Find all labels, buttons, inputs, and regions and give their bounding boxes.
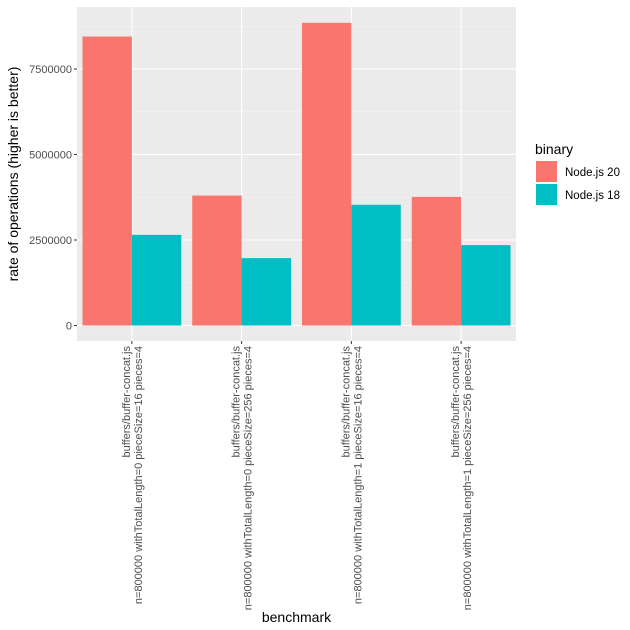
y-tick-label: 0 — [66, 321, 72, 333]
x-tick-label: buffers/buffer-concat.js — [450, 346, 462, 458]
legend-label: Node.js 20 — [565, 167, 620, 179]
y-tick-label: 2500000 — [29, 235, 72, 247]
legend-label: Node.js 18 — [565, 190, 620, 202]
y-tick-label: 5000000 — [29, 150, 72, 162]
bar-node-js-18-2 — [241, 258, 292, 326]
bar-node-js-18-1 — [131, 234, 182, 326]
legend-key — [536, 184, 557, 205]
legend-key — [536, 161, 557, 182]
x-tick-label: n=800000 withTotalLength=0 pieceSize=256… — [243, 346, 255, 610]
bar-node-js-20-3 — [301, 22, 352, 326]
x-axis: buffers/buffer-concat.js n=800000 withTot… — [121, 341, 474, 610]
x-tick-label: buffers/buffer-concat.js — [340, 346, 352, 458]
x-tick-label: n=800000 withTotalLength=1 pieceSize=16 … — [352, 346, 364, 604]
bar-node-js-20-1 — [82, 36, 132, 326]
x-tick-label: buffers/buffer-concat.js — [121, 346, 133, 458]
y-tick-label: 7500000 — [29, 64, 72, 76]
bar-node-js-20-2 — [192, 195, 242, 326]
bar-node-js-18-3 — [351, 204, 401, 326]
x-tick-label: n=800000 withTotalLength=1 pieceSize=256… — [462, 346, 474, 610]
x-axis-title: benchmark — [262, 609, 332, 625]
x-tick-label: buffers/buffer-concat.js — [231, 346, 243, 458]
x-tick-label: n=800000 withTotalLength=0 pieceSize=16 … — [133, 346, 145, 604]
y-axis: 0 2500000 5000000 7500000 — [29, 64, 77, 333]
legend: binary Node.js 20 Node.js 18 — [535, 141, 620, 205]
legend-title: binary — [535, 141, 573, 157]
bar-node-js-18-4 — [461, 245, 511, 326]
y-axis-title: rate of operations (higher is better) — [5, 67, 21, 282]
bar-node-js-20-4 — [411, 196, 462, 326]
bars — [82, 22, 511, 326]
